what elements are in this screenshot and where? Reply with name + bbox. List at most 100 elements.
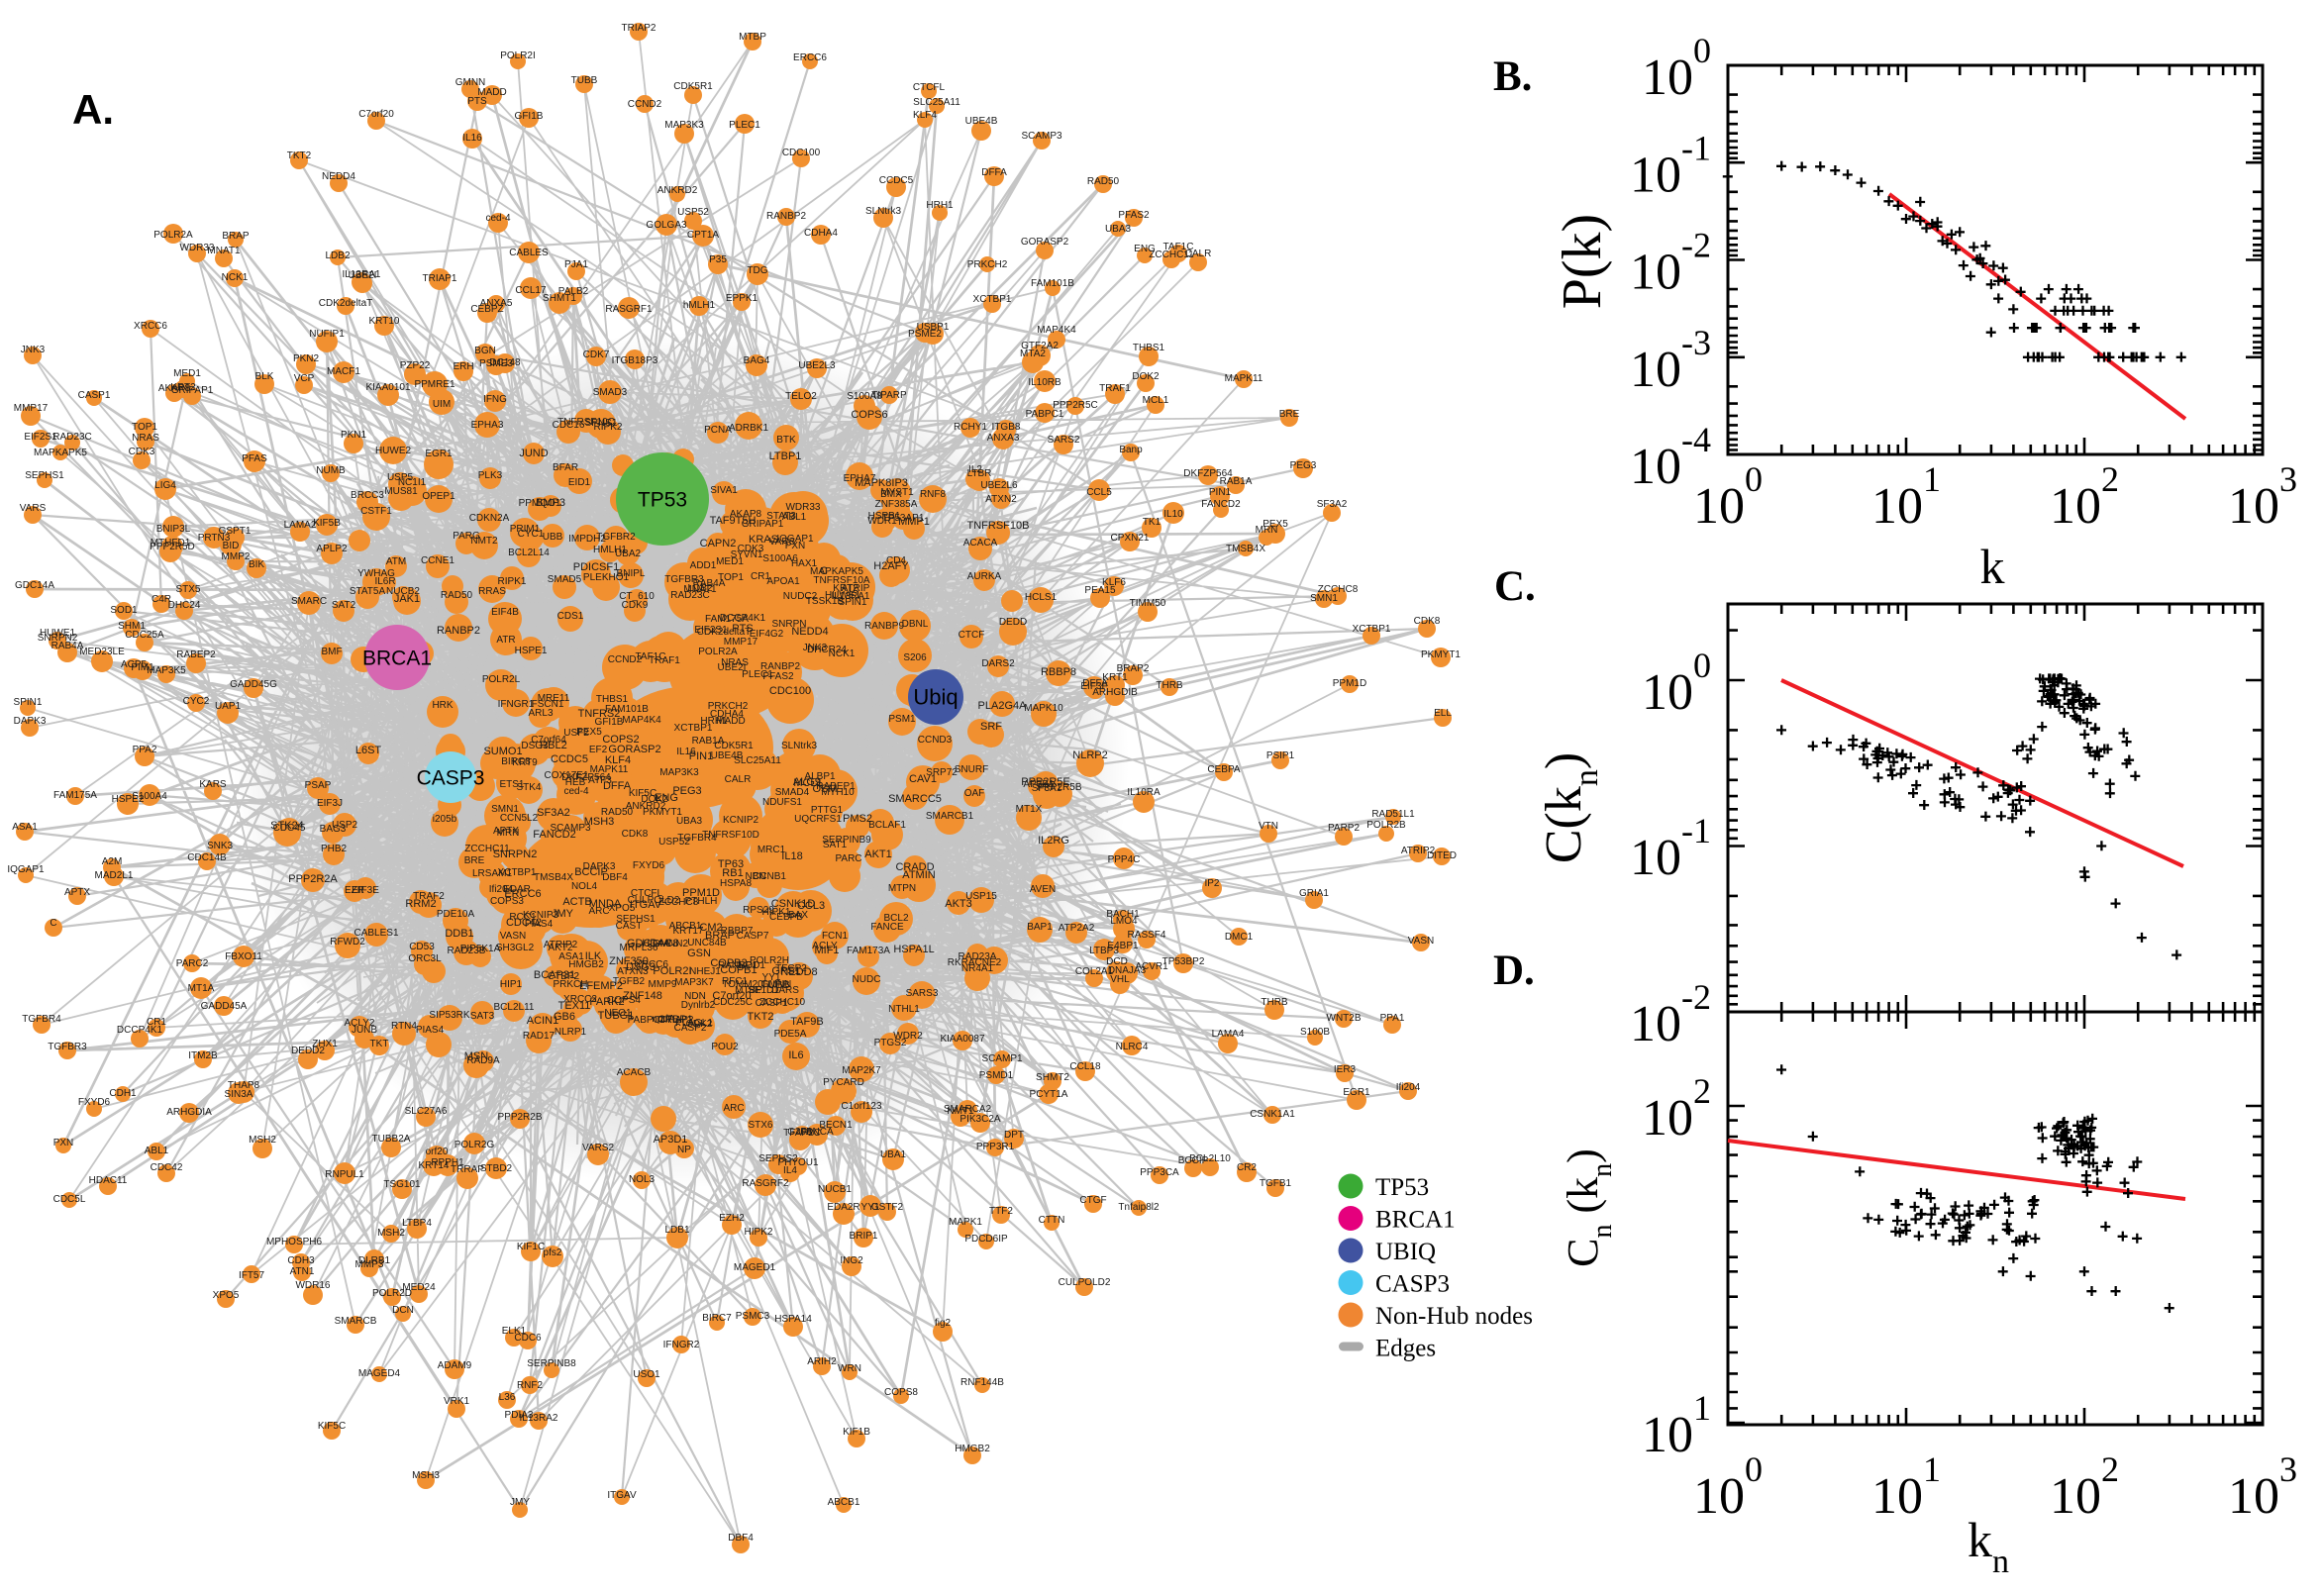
svg-text:FAM175A: FAM175A [705,614,749,625]
svg-text:XCTBP1: XCTBP1 [674,723,713,734]
svg-text:PRKCH: PRKCH [553,979,587,990]
svg-text:UBB: UBB [543,532,563,543]
svg-text:VARS2: VARS2 [582,1143,614,1153]
svg-text:CPT1A: CPT1A [687,230,720,241]
svg-text:SCAMP3: SCAMP3 [550,823,591,834]
svg-text:ERCC6: ERCC6 [793,52,827,63]
svg-text:XRCC2: XRCC2 [563,994,597,1005]
svg-text:PMS2: PMS2 [843,813,872,825]
svg-text:MMP9: MMP9 [649,979,677,990]
svg-text:GDC14A: GDC14A [627,938,671,949]
svg-text:NCK1: NCK1 [829,648,856,659]
svg-text:TSG101: TSG101 [383,1179,421,1190]
svg-text:RANBP1: RANBP1 [718,960,758,971]
svg-text:COPS8: COPS8 [884,1387,918,1398]
svg-text:PCYT1A: PCYT1A [1030,1089,1068,1100]
svg-text:GMNN: GMNN [761,979,792,990]
svg-text:k: k [1980,539,2005,594]
svg-text:CDH1: CDH1 [109,1088,137,1099]
svg-text:SNRPN2: SNRPN2 [38,633,78,644]
svg-text:S100A6: S100A6 [762,553,798,564]
svg-text:BAX: BAX [788,910,808,921]
svg-text:HIPK1: HIPK1 [762,907,791,918]
svg-text:Ubiq: Ubiq [913,685,958,710]
svg-text:PPMRE1: PPMRE1 [414,379,455,390]
svg-text:MAPKAPK5: MAPKAPK5 [810,566,863,577]
svg-text:SNURF: SNURF [955,764,988,775]
svg-text:RANBP2: RANBP2 [766,211,806,222]
svg-text:VASN: VASN [1408,936,1435,947]
svg-text:HDAC11: HDAC11 [89,1175,128,1186]
svg-text:CTGF: CTGF [1079,1195,1106,1206]
svg-text:PSAP: PSAP [305,780,332,791]
svg-text:CCNB1: CCNB1 [753,871,786,882]
svg-text:PTS: PTS [467,96,487,107]
svg-text:NLRP2: NLRP2 [1072,749,1107,761]
svg-text:CCL3: CCL3 [797,900,825,912]
svg-text:PKN1: PKN1 [341,430,367,441]
svg-text:BID: BID [223,541,240,551]
svg-text:DFFA: DFFA [1082,678,1108,689]
svg-text:BCLAF1: BCLAF1 [868,820,906,831]
svg-text:SNK3: SNK3 [207,841,234,851]
svg-text:COX17E1: COX17E1 [544,770,588,781]
svg-text:ABL1: ABL1 [782,512,807,523]
svg-text:APOA1: APOA1 [766,576,800,587]
svg-text:MAP3K3: MAP3K3 [664,120,704,131]
svg-text:TFAP2C: TFAP2C [783,1128,821,1139]
svg-text:RIPK2: RIPK2 [594,422,623,433]
svg-text:MYST1: MYST1 [880,487,914,498]
svg-text:SLC25A11: SLC25A11 [913,97,960,108]
svg-text:FCN1: FCN1 [822,931,849,942]
svg-text:LRSAM1: LRSAM1 [472,868,512,879]
svg-text:CTBP2: CTBP2 [548,971,580,982]
svg-text:HEB: HEB [565,777,586,788]
svg-text:Non-Hub nodes: Non-Hub nodes [1375,1303,1533,1330]
svg-text:XPO5: XPO5 [609,903,636,914]
svg-text:KRT9: KRT9 [512,757,538,768]
svg-text:PCNA: PCNA [704,425,732,436]
svg-text:CR1: CR1 [751,571,770,582]
svg-text:UBE4B: UBE4B [965,116,998,127]
svg-text:IL16: IL16 [462,133,482,144]
svg-text:RBBP7: RBBP7 [721,926,754,937]
svg-text:TFCP2: TFCP2 [775,963,807,974]
svg-text:SMARC: SMARC [291,596,327,607]
svg-text:ANKRD2: ANKRD2 [657,185,698,196]
svg-text:RAD17: RAD17 [523,1031,556,1042]
svg-text:CYC1: CYC1 [518,529,545,540]
svg-text:MTHFD1: MTHFD1 [151,538,191,549]
svg-text:ADRBK1: ADRBK1 [729,423,768,434]
svg-text:UBA2: UBA2 [615,549,642,559]
svg-text:RNF144B: RNF144B [960,1377,1004,1388]
svg-text:JNK3: JNK3 [803,643,828,653]
svg-text:MAPK11: MAPK11 [590,764,629,775]
svg-text:ANKRD2: ANKRD2 [626,801,666,812]
svg-text:RAD23B: RAD23B [448,946,486,956]
svg-text:SPIN1: SPIN1 [14,697,43,708]
svg-text:LTBP1: LTBP1 [769,450,802,462]
svg-text:PXN: PXN [53,1138,74,1148]
svg-text:COPB2: COPB2 [710,957,747,969]
svg-text:SIVA1: SIVA1 [710,485,738,496]
svg-text:TNFRSF10C: TNFRSF10C [557,417,615,428]
svg-text:NRAS: NRAS [721,657,749,668]
svg-text:KRT2: KRT2 [833,583,858,594]
svg-text:EZH2: EZH2 [719,1213,745,1224]
svg-text:MAPK8IP3: MAPK8IP3 [855,477,908,489]
svg-text:CDK9: CDK9 [622,600,649,611]
svg-text:TAF1C: TAF1C [636,651,666,662]
svg-text:HAX1: HAX1 [791,558,818,569]
svg-text:VTN: VTN [1259,821,1278,832]
svg-text:ITGAV: ITGAV [630,899,662,911]
svg-text:NLRP1: NLRP1 [555,1027,587,1038]
svg-text:GSN: GSN [687,948,711,959]
svg-text:SPNS1: SPNS1 [585,418,618,429]
svg-text:C.: C. [1494,563,1536,610]
svg-text:IQGAP1: IQGAP1 [776,534,814,545]
svg-text:CEBPB: CEBPB [769,912,803,923]
svg-text:RFWD2: RFWD2 [330,937,365,948]
svg-text:DITED: DITED [1427,850,1457,861]
svg-text:MAGED1: MAGED1 [734,1262,776,1273]
svg-text:KIF5C: KIF5C [318,1421,346,1432]
